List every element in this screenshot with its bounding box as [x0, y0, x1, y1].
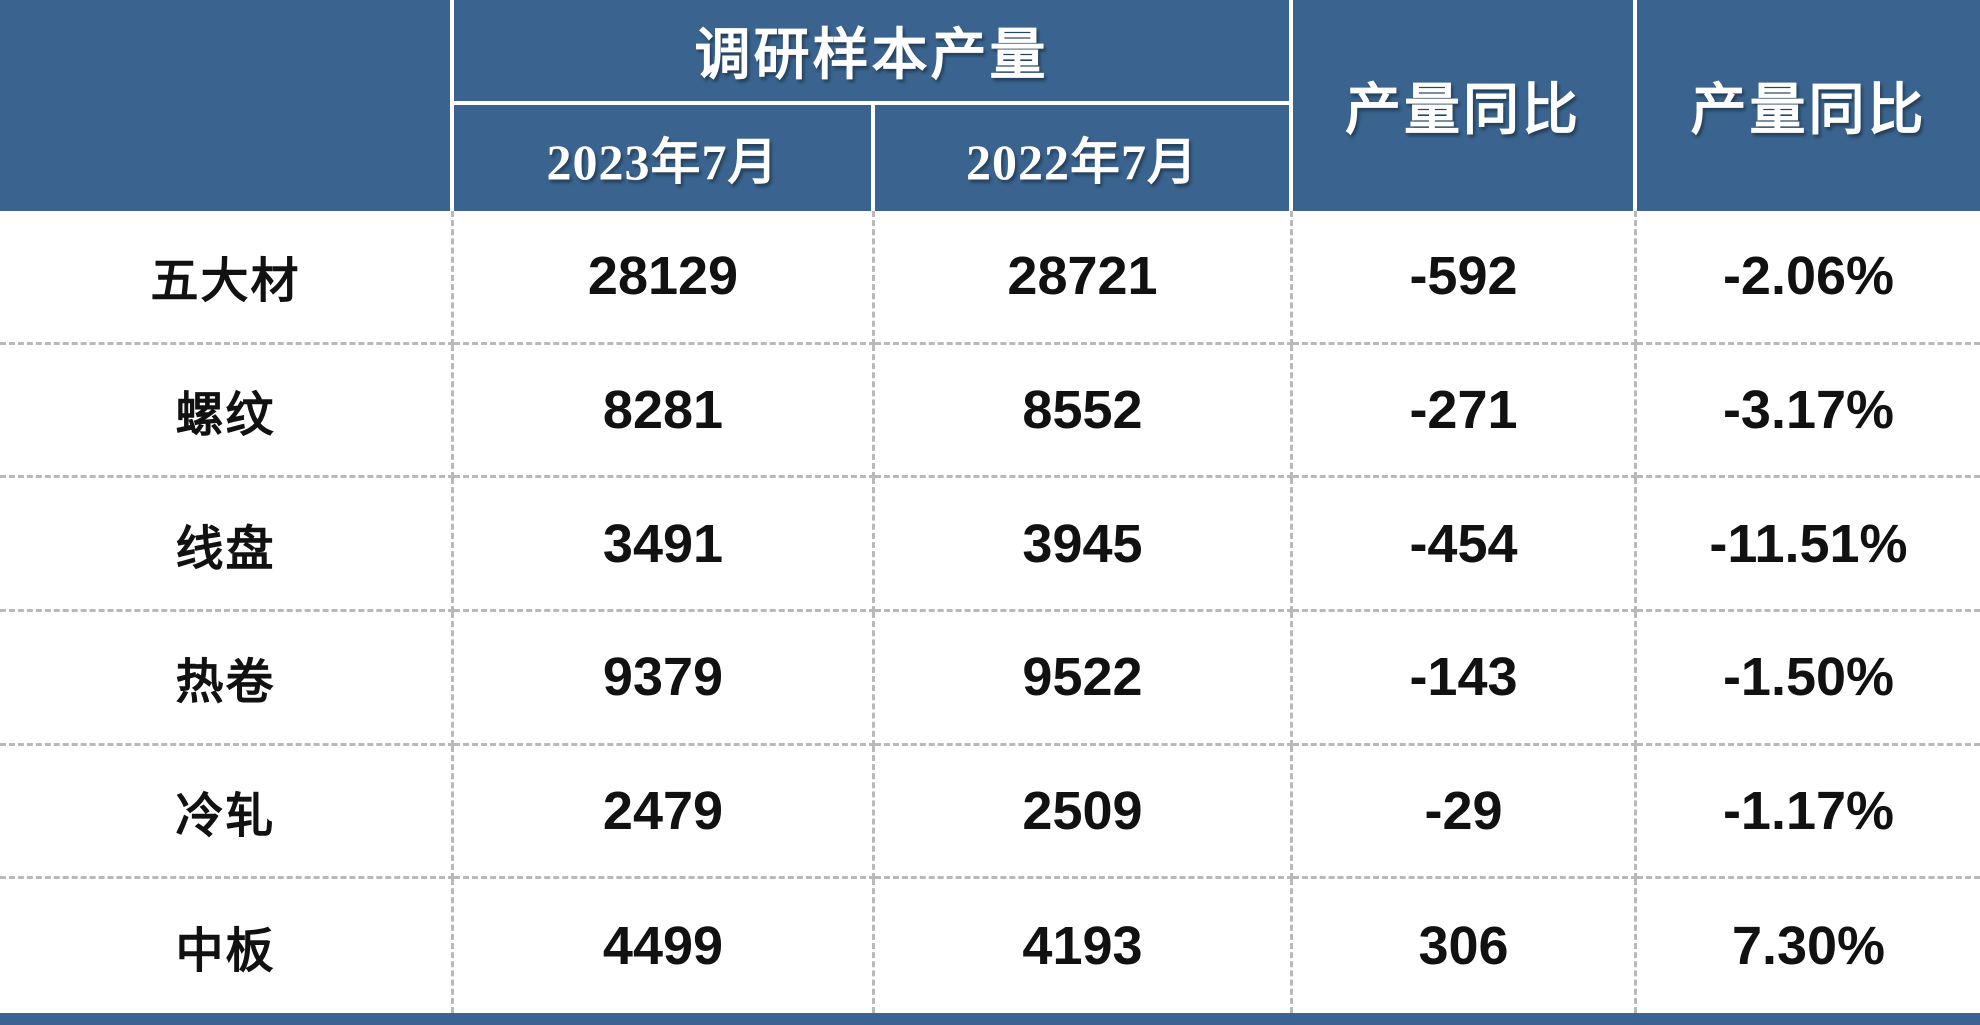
header-month-2022: 2022年7月	[875, 105, 1293, 211]
header-month-2023: 2023年7月	[454, 105, 875, 211]
cell-2022: 28721	[875, 211, 1293, 345]
cell-yoy-pct: -2.06%	[1637, 211, 1980, 345]
cell-2022: 2509	[875, 745, 1293, 880]
cell-2022: 9522	[875, 612, 1293, 746]
cell-2023: 3491	[454, 478, 875, 612]
cell-yoy: -29	[1293, 745, 1637, 880]
cell-label: 中板	[0, 879, 454, 1013]
cell-2022: 8552	[875, 344, 1293, 479]
cell-yoy: -271	[1293, 344, 1637, 479]
cell-yoy: -592	[1293, 211, 1637, 345]
cell-yoy: -454	[1293, 478, 1637, 612]
cell-label: 冷轧	[0, 745, 454, 880]
bottom-accent-bar	[0, 1013, 1980, 1025]
header-yoy-percent: 产量同比	[1637, 0, 1980, 211]
cell-label: 线盘	[0, 478, 454, 612]
cell-yoy-pct: -1.17%	[1637, 745, 1980, 880]
cell-label: 螺纹	[0, 344, 454, 479]
cell-2022: 3945	[875, 478, 1293, 612]
cell-2023: 4499	[454, 879, 875, 1013]
cell-2023: 2479	[454, 745, 875, 880]
cell-yoy-pct: -11.51%	[1637, 478, 1980, 612]
cell-yoy-pct: -1.50%	[1637, 612, 1980, 746]
cell-2023: 9379	[454, 612, 875, 746]
cell-label: 五大材	[0, 211, 454, 345]
cell-2022: 4193	[875, 879, 1293, 1013]
header-corner-cell	[0, 0, 454, 211]
cell-yoy: -143	[1293, 612, 1637, 746]
cell-yoy: 306	[1293, 879, 1637, 1013]
cell-yoy-pct: -3.17%	[1637, 344, 1980, 479]
header-survey-group: 调研样本产量	[454, 0, 1293, 105]
cell-yoy-pct: 7.30%	[1637, 879, 1980, 1013]
cell-2023: 8281	[454, 344, 875, 479]
cell-label: 热卷	[0, 612, 454, 746]
header-yoy-absolute: 产量同比	[1293, 0, 1637, 211]
cell-2023: 28129	[454, 211, 875, 345]
